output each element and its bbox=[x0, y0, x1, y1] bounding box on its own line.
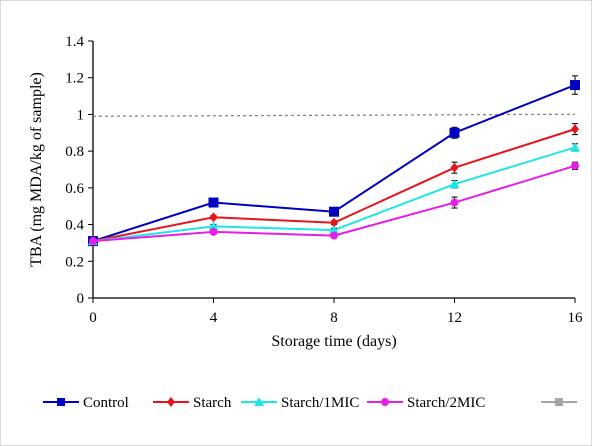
legend-label-2: Starch bbox=[193, 395, 232, 411]
data-point-series-4 bbox=[571, 161, 579, 170]
x-tick-label: 0 bbox=[89, 310, 97, 326]
data-point-series-2 bbox=[450, 162, 459, 173]
data-point-series-3 bbox=[208, 221, 219, 231]
data-point-series-4 bbox=[89, 237, 97, 246]
legend-label-1: Control bbox=[83, 395, 129, 411]
data-point-series-3 bbox=[449, 179, 460, 189]
legend-marker-1 bbox=[57, 398, 65, 406]
y-tick-label: 0.4 bbox=[65, 218, 84, 234]
data-point-series-1 bbox=[329, 206, 339, 217]
legend-marker-4 bbox=[381, 398, 389, 406]
data-point-series-2 bbox=[209, 212, 218, 223]
data-point-series-1 bbox=[570, 80, 580, 91]
legend-marker-5 bbox=[555, 398, 563, 406]
reference-line bbox=[92, 113, 576, 117]
legend-label-4: Starch/2MIC bbox=[407, 395, 485, 411]
y-tick-label: 0.6 bbox=[65, 181, 84, 197]
data-point-series-1 bbox=[449, 127, 460, 138]
y-tick-label: 1.2 bbox=[65, 71, 84, 87]
x-tick-label: 16 bbox=[568, 310, 584, 326]
data-point-series-4 bbox=[450, 198, 459, 207]
data-point-series-4 bbox=[209, 227, 218, 236]
x-tick-label: 4 bbox=[210, 310, 218, 326]
y-tick-label: 1.4 bbox=[65, 34, 84, 50]
y-axis-label: TBA (mg MDA/kg of sample) bbox=[28, 72, 45, 267]
series-line-1 bbox=[92, 84, 576, 243]
data-point-series-1 bbox=[208, 197, 219, 208]
data-point-series-4 bbox=[330, 231, 338, 240]
y-tick-label: 0.2 bbox=[65, 254, 84, 270]
legend-label-3: Starch/1MIC bbox=[281, 395, 359, 411]
y-tick-label: 0.8 bbox=[65, 144, 84, 160]
data-point-series-2 bbox=[571, 124, 579, 135]
legend-marker-2 bbox=[167, 397, 175, 407]
data-point-series-3 bbox=[329, 225, 339, 235]
x-tick-label: 12 bbox=[447, 310, 462, 326]
y-tick-label: 1 bbox=[77, 107, 85, 123]
x-tick-label: 8 bbox=[330, 310, 338, 326]
x-axis-label: Storage time (days) bbox=[271, 333, 396, 350]
data-point-series-3 bbox=[570, 142, 580, 152]
legend-marker-3 bbox=[254, 397, 264, 406]
data-point-series-2 bbox=[330, 217, 338, 228]
y-tick-label: 0 bbox=[77, 291, 85, 307]
